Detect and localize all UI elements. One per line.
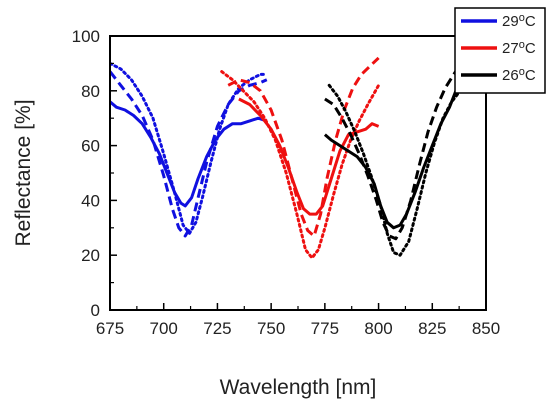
x-axis-title: Wavelength [nm] xyxy=(220,376,377,399)
legend-label: 26oC xyxy=(502,66,536,84)
legend-items: 29oC 27oC 26oC xyxy=(461,12,536,84)
series-line-27-dashed xyxy=(227,56,380,238)
x-axis-ticks: 675 700 725 750 775 800 825 850 xyxy=(96,303,500,338)
series-line-27-dotted xyxy=(220,70,381,260)
x-tick-label: 800 xyxy=(364,319,392,338)
series-layer xyxy=(110,56,469,260)
legend-label: 29oC xyxy=(502,12,536,30)
legend: 29oC 27oC 26oC xyxy=(454,7,546,94)
y-axis-ticks: 0 20 40 60 80 100 xyxy=(72,27,117,320)
series-line-29-dashed xyxy=(110,70,268,238)
y-tick-label: 100 xyxy=(72,27,100,46)
y-tick-label: 80 xyxy=(81,82,100,101)
x-tick-label: 675 xyxy=(96,319,124,338)
x-tick-label: 850 xyxy=(472,319,500,338)
y-tick-label: 20 xyxy=(81,246,100,265)
y-tick-label: 0 xyxy=(91,301,100,320)
x-tick-label: 725 xyxy=(203,319,231,338)
x-tick-label: 775 xyxy=(311,319,339,338)
y-tick-label: 40 xyxy=(81,191,100,210)
legend-label: 27oC xyxy=(502,39,536,57)
y-axis-title: Reflectance [%] xyxy=(12,99,35,246)
series-line-29-solid xyxy=(110,100,268,208)
x-tick-label: 825 xyxy=(418,319,446,338)
series-line-26-dashed xyxy=(324,57,466,241)
series-line-26-dotted xyxy=(327,78,469,257)
x-tick-label: 700 xyxy=(150,319,178,338)
x-tick-label: 750 xyxy=(257,319,285,338)
y-tick-label: 60 xyxy=(81,137,100,156)
